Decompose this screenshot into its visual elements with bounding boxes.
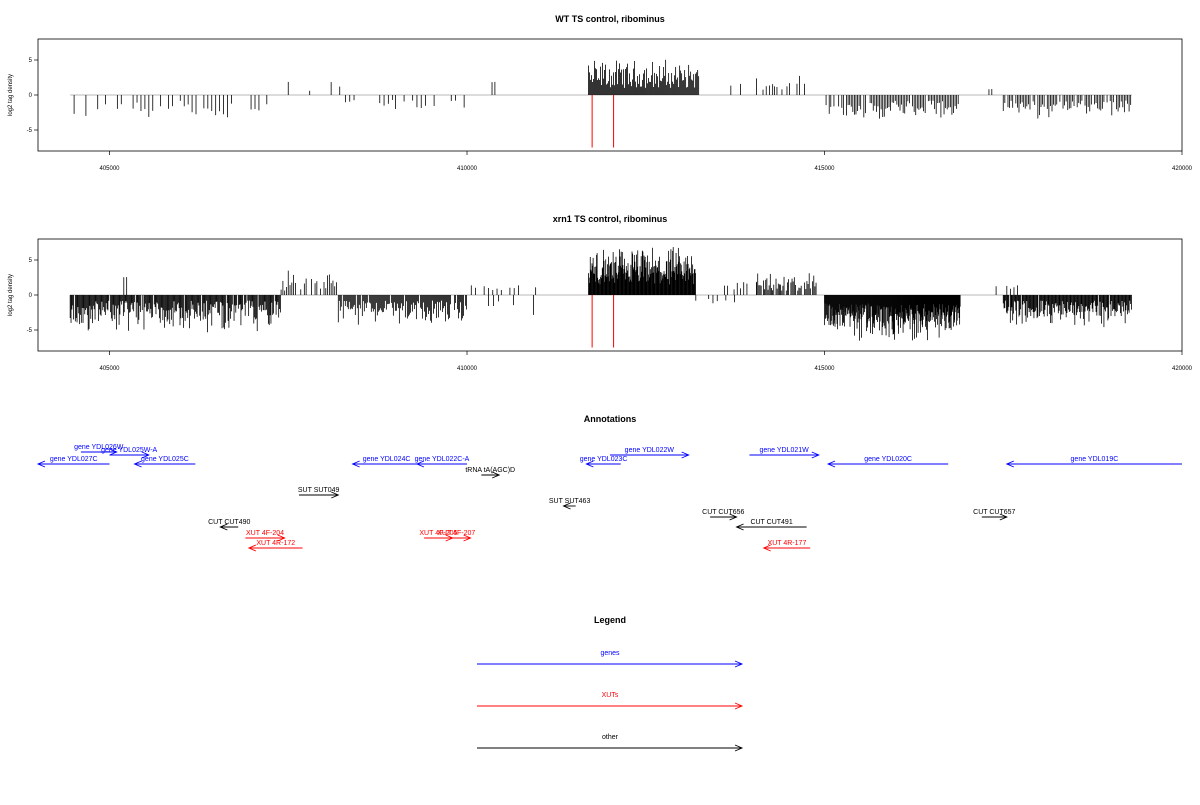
- annotation-label: SUT SUT049: [298, 487, 340, 494]
- annotation-feature: CUT CUT656: [702, 509, 745, 521]
- annotation-feature: gene YDL025W-A: [101, 447, 158, 459]
- wt-coverage-chart: WT TS control, ribominus log2 tag densit…: [8, 14, 1193, 172]
- annotation-feature: gene YDL021W: [749, 447, 820, 459]
- annotation-feature: gene YDL026W: [74, 444, 124, 456]
- legend-items: genes XUTs other: [477, 650, 744, 752]
- wt-bars: [70, 59, 1132, 148]
- annotation-label: tRNA tA(AGC)D: [465, 467, 515, 474]
- x-tick-label: 420000: [1172, 166, 1193, 172]
- annotation-label: CUT CUT490: [208, 519, 250, 526]
- annotation-feature: gene YDL025C: [133, 456, 196, 468]
- xrn1-x-axis: 405000 410000 415000 420000: [99, 351, 1193, 372]
- x-tick-label: 405000: [99, 166, 120, 172]
- annotation-feature: SUT SUT463: [549, 498, 591, 510]
- annotation-feature: gene YDL024C: [351, 456, 421, 468]
- annotation-label: gene YDL021W: [759, 447, 809, 454]
- y-tick-label: -5: [27, 328, 33, 334]
- wt-y-axis-label: log2 tag density: [8, 74, 14, 116]
- legend: Legend genes XUTs other: [477, 615, 744, 752]
- annotation-feature: gene YDL022W: [610, 447, 690, 459]
- wt-x-axis: 405000 410000 415000 420000: [99, 151, 1193, 172]
- annotation-label: SUT SUT463: [549, 498, 591, 505]
- legend-item: XUTs: [477, 692, 744, 710]
- annotation-feature: CUT CUT657: [973, 509, 1016, 521]
- annotation-label: gene YDL025W-A: [101, 447, 157, 454]
- annotation-label: CUT CUT491: [750, 519, 792, 526]
- y-tick-label: 0: [29, 293, 33, 299]
- x-tick-label: 415000: [814, 366, 835, 372]
- annotation-label: gene YDL024C: [363, 456, 411, 463]
- legend-label: XUTs: [602, 692, 619, 699]
- annotation-label: XUT 4F-204: [246, 530, 284, 537]
- xrn1-chart-title: xrn1 TS control, ribominus: [553, 214, 668, 224]
- xrn1-y-axis-label: log2 tag density: [8, 274, 14, 316]
- x-tick-label: 420000: [1172, 366, 1193, 372]
- xrn1-coverage-chart: xrn1 TS control, ribominus log2 tag dens…: [8, 214, 1193, 372]
- legend-item: genes: [477, 650, 744, 668]
- y-tick-label: 5: [29, 258, 33, 264]
- annotation-feature: gene YDL020C: [826, 456, 949, 468]
- annotation-label: gene YDL026W: [74, 444, 124, 451]
- y-tick-label: 0: [29, 93, 33, 99]
- x-tick-label: 410000: [457, 166, 478, 172]
- annotation-feature: XUT 4R-177: [762, 540, 811, 552]
- legend-label: other: [602, 734, 619, 741]
- annotation-label: gene YDL025C: [141, 456, 189, 463]
- y-tick-label: 5: [29, 58, 33, 64]
- annotation-label: gene YDL027C: [50, 456, 98, 463]
- x-tick-label: 405000: [99, 366, 120, 372]
- annotation-feature: CUT CUT491: [735, 519, 807, 531]
- annotation-label: CUT CUT657: [973, 509, 1015, 516]
- annotation-feature: XUT 4F-207: [437, 530, 475, 542]
- y-tick-label: -5: [27, 128, 33, 134]
- annotation-feature: XUT 4F-204: [245, 530, 286, 542]
- annotation-feature: gene YDL019C: [1005, 456, 1182, 468]
- annotation-label: XUT 4R-172: [256, 540, 295, 547]
- annotations-title: Annotations: [584, 414, 637, 424]
- annotation-feature: gene YDL023C: [580, 456, 628, 468]
- x-tick-label: 415000: [814, 166, 835, 172]
- annotation-label: gene YDL020C: [864, 456, 912, 463]
- annotation-label: XUT 4F-205: [419, 530, 457, 537]
- annotation-label: CUT CUT656: [702, 509, 744, 516]
- annotation-feature: tRNA tA(AGC)D: [465, 467, 515, 479]
- wt-chart-title: WT TS control, ribominus: [555, 14, 665, 24]
- annotation-label: gene YDL022C-A: [415, 456, 470, 463]
- xrn1-y-axis: -5 0 5: [27, 258, 38, 334]
- annotation-feature: XUT 4R-172: [247, 540, 303, 552]
- annotation-label: gene YDL023C: [580, 456, 628, 463]
- annotation-label: XUT 4F-207: [437, 530, 475, 537]
- annotation-label: gene YDL019C: [1071, 456, 1119, 463]
- annotation-feature: CUT CUT490: [208, 519, 250, 531]
- annotation-label: XUT 4R-177: [768, 540, 807, 547]
- legend-label: genes: [600, 650, 620, 657]
- annotation-label: gene YDL022W: [625, 447, 675, 454]
- annotation-feature: gene YDL022C-A: [415, 456, 470, 468]
- wt-y-axis: -5 0 5: [27, 58, 38, 134]
- legend-title: Legend: [594, 615, 626, 625]
- x-tick-label: 410000: [457, 366, 478, 372]
- annotation-feature: gene YDL027C: [36, 456, 110, 468]
- xrn1-bars: [69, 247, 1132, 348]
- legend-item: other: [477, 734, 744, 752]
- annotation-feature: SUT SUT049: [298, 487, 340, 499]
